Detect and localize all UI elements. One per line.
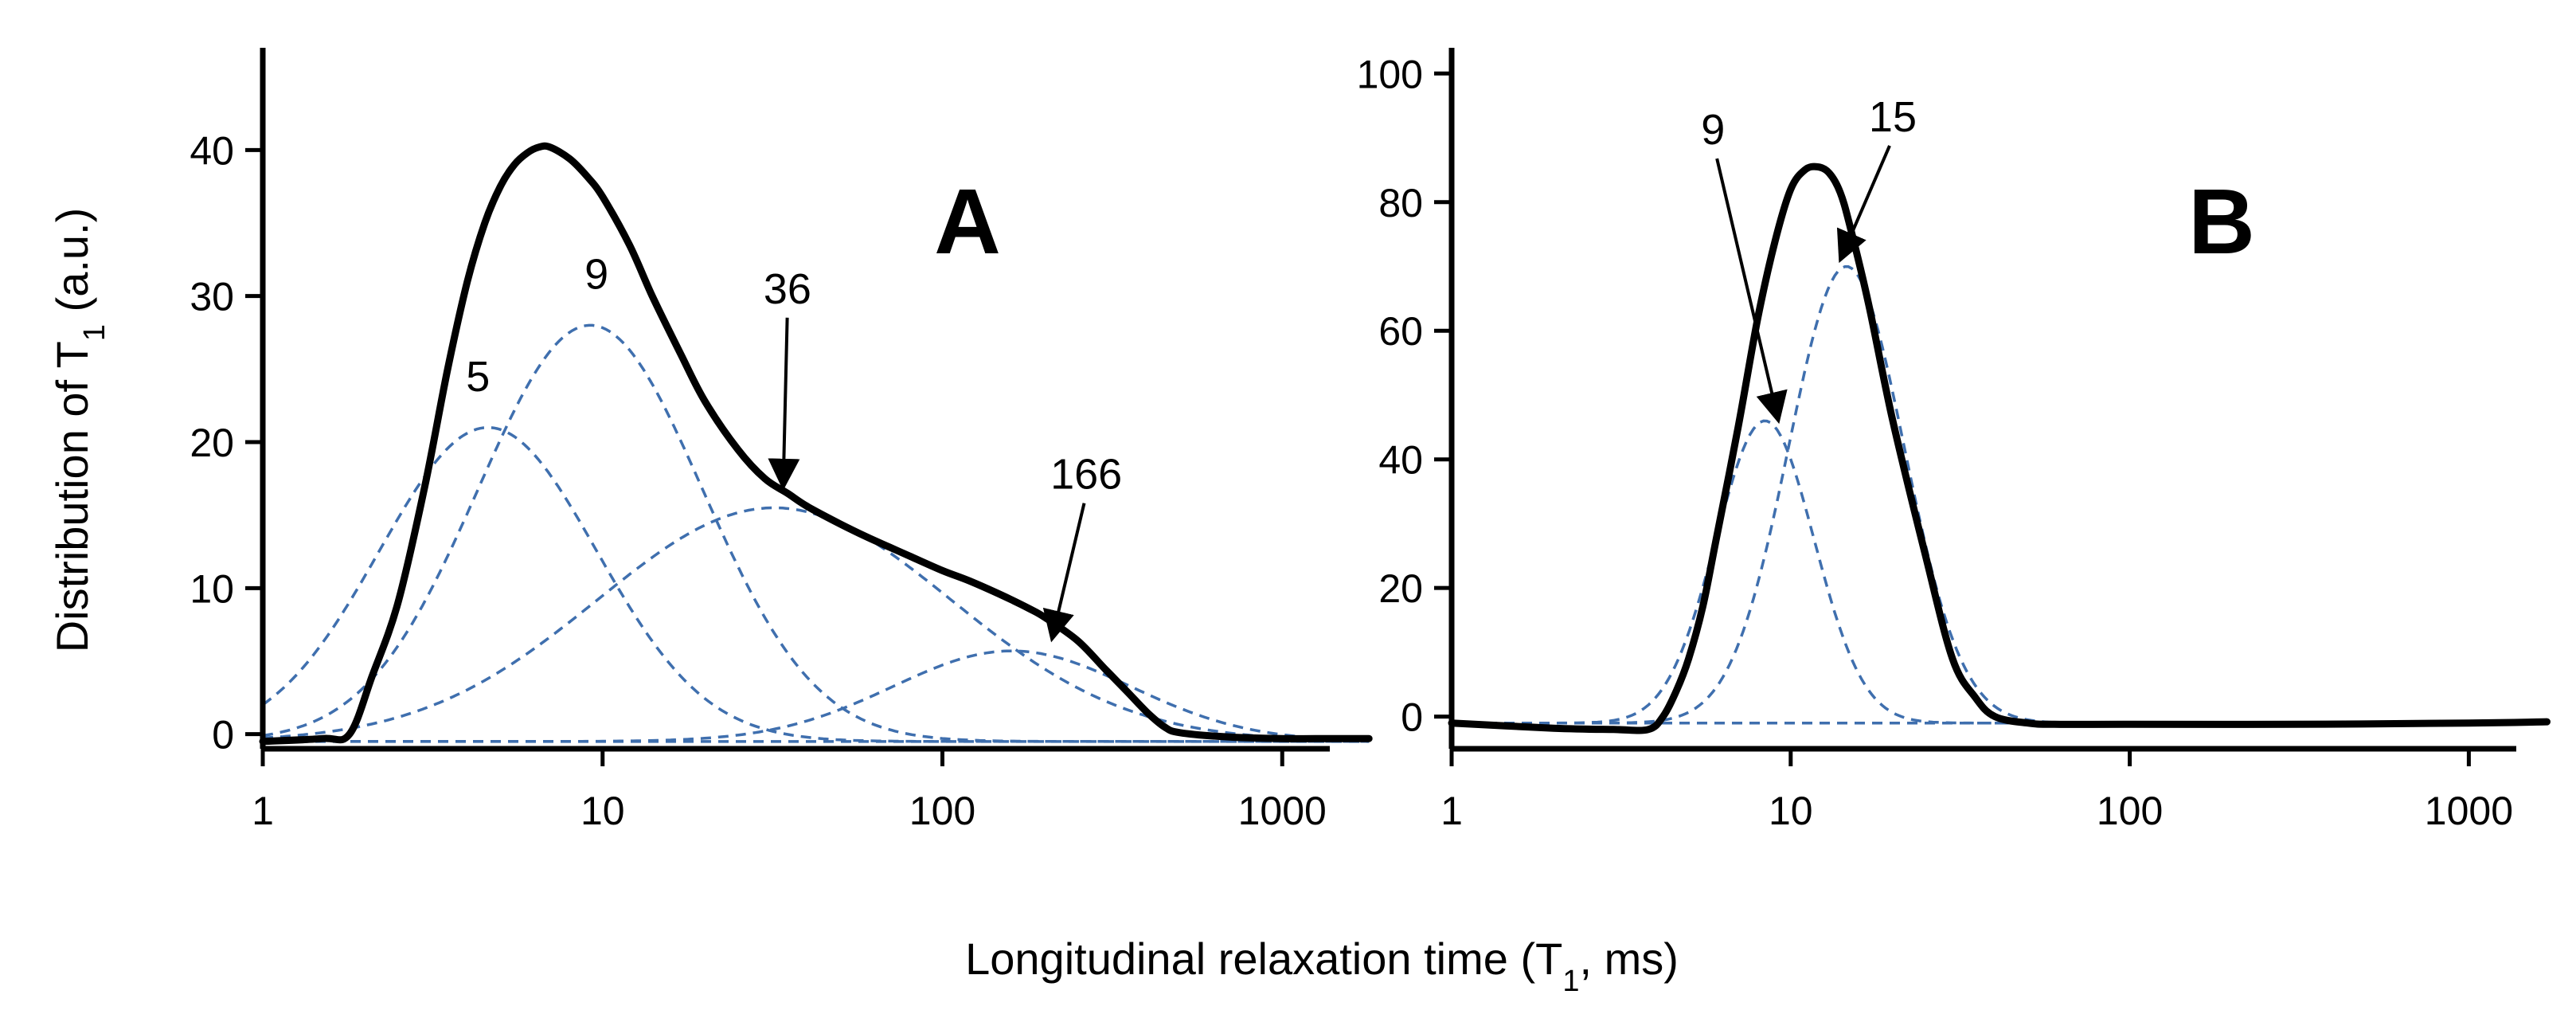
panel-b-x-tick-label: 100	[2097, 789, 2163, 833]
panel-a-x-tick-label: 100	[909, 789, 975, 833]
panel-a: 1 10 100 1000 0 10 20 30 40 5 9 36 166 A Distributi…	[47, 48, 1373, 833]
panel-a-total-curve	[259, 142, 1373, 746]
panel-b-component-15	[1452, 264, 2547, 725]
panel-a-annotations: 5 9 36 166	[466, 251, 1122, 643]
panel-b-x-tick-label: 1000	[2425, 789, 2513, 833]
panel-a-peak-label-166: 166	[1050, 451, 1122, 499]
panel-a-component-166	[263, 649, 1367, 743]
panel-b-y-tick-label: 20	[1378, 566, 1423, 611]
panel-a-y-tick-label: 20	[190, 421, 234, 465]
panel-a-label: A	[934, 170, 1001, 273]
panel-a-x-tick-label: 1000	[1238, 789, 1327, 833]
panel-a-arrow-36	[768, 317, 800, 491]
panel-b-y-tick-label: 100	[1357, 52, 1423, 96]
panel-b-x-tick-label: 1	[1440, 789, 1463, 833]
panel-b-y-tick-label: 40	[1378, 438, 1423, 483]
panel-a-peak-label-9: 9	[584, 251, 608, 299]
panel-b-label: B	[2188, 170, 2255, 273]
panel-a-x-tick-label: 10	[580, 789, 625, 833]
panel-a-y-axis-title: Distribution of T1 (a.u.)	[47, 208, 111, 653]
panel-b-arrow-15	[1836, 145, 1891, 264]
panel-b-x-tick-label: 10	[1769, 789, 1813, 833]
panel-b: 1 10 100 1000 0 20 40 60 80 100 9 15 B	[1357, 48, 2551, 833]
panel-b-arrow-9	[1715, 158, 1788, 425]
panel-a-y-tick-label: 30	[190, 275, 234, 319]
panel-a-y-tick-label: 10	[190, 566, 234, 611]
panel-b-y-tick-label: 80	[1378, 181, 1423, 225]
panel-b-axes: 1 10 100 1000 0 20 40 60 80 100	[1357, 48, 2516, 833]
panel-a-component-9	[262, 323, 1367, 743]
panel-b-y-tick-label: 60	[1378, 309, 1423, 354]
panel-b-total-curve-group	[1448, 162, 2551, 734]
panel-a-axes: 1 10 100 1000 0 10 20 30 40	[190, 48, 1330, 833]
panel-b-y-tick-label: 0	[1401, 695, 1423, 740]
panel-a-total-curve-group	[259, 142, 1373, 746]
panel-a-y-tick-label: 0	[212, 713, 234, 758]
panel-a-y-tick-label: 40	[190, 128, 234, 173]
panel-a-peak-label-36: 36	[764, 265, 811, 313]
panel-a-arrow-166	[1042, 503, 1086, 643]
panel-b-component-9	[1452, 419, 2547, 725]
panel-a-x-tick-label: 1	[252, 789, 274, 833]
panel-b-total-curve	[1448, 162, 2551, 734]
panel-b-peak-label-15: 15	[1869, 93, 1917, 141]
panel-a-component-curves	[261, 323, 1370, 743]
shared-x-axis-title: Longitudinal relaxation time (T1, ms)	[965, 934, 1679, 998]
panel-a-peak-label-5: 5	[466, 353, 490, 401]
panel-a-component-36	[262, 506, 1367, 742]
panel-b-annotations: 9 15	[1701, 93, 1917, 425]
panel-a-component-5	[261, 425, 1367, 743]
panel-b-component-curves	[1452, 264, 2547, 725]
panel-b-peak-label-9: 9	[1701, 106, 1725, 154]
